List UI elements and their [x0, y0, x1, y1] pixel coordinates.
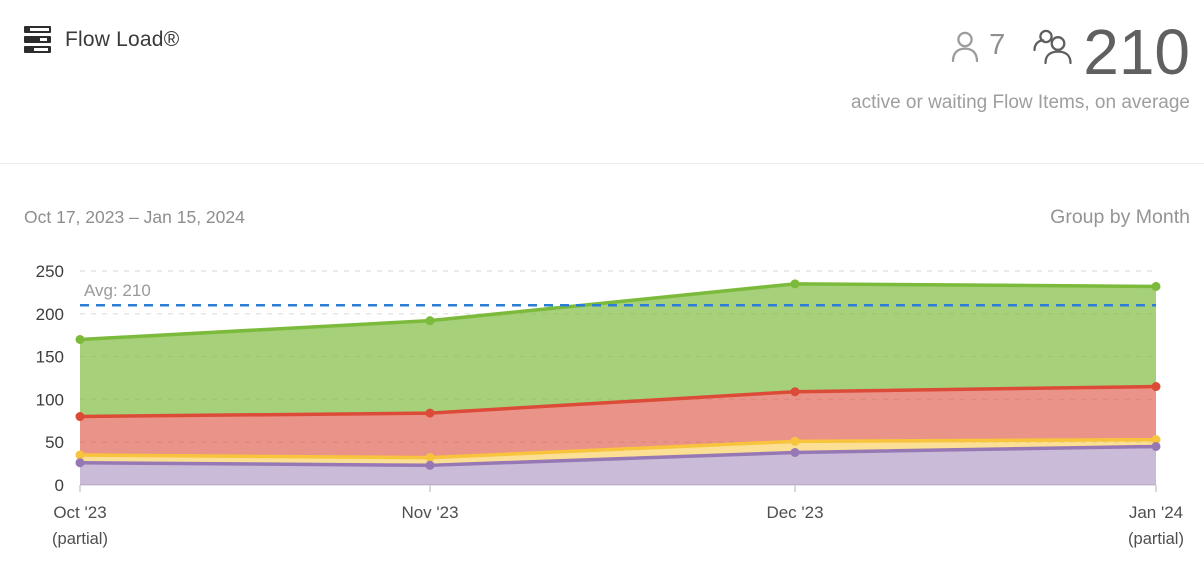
group-by-control[interactable]: Group by Month: [1050, 206, 1190, 228]
area-band-yellow: [80, 439, 1156, 466]
wip-count-value: 7: [989, 28, 1006, 61]
series-line-yellow: [78, 437, 1158, 460]
data-point-yellow[interactable]: [425, 453, 435, 463]
date-range-label: Oct 17, 2023 – Jan 15, 2024: [24, 207, 245, 227]
data-point-yellow[interactable]: [1151, 435, 1161, 445]
y-axis-label: 100: [36, 390, 64, 409]
average-label: Avg: 210: [84, 281, 151, 300]
area-band-green: [80, 283, 1156, 417]
data-point-purple[interactable]: [425, 460, 435, 470]
widget-title-group: Flow Load®: [24, 26, 179, 53]
data-point-purple[interactable]: [1151, 441, 1161, 451]
x-axis-note: (partial): [52, 530, 108, 548]
data-point-green[interactable]: [790, 279, 800, 289]
header-metrics: 7 210 active or waiting Flow Items, on a…: [851, 20, 1190, 114]
data-point-green[interactable]: [425, 316, 435, 326]
metric-caption: active or waiting Flow Items, on average: [851, 92, 1190, 113]
data-point-yellow[interactable]: [790, 436, 800, 446]
data-point-green[interactable]: [1151, 281, 1161, 291]
y-axis-label: 150: [36, 348, 64, 367]
metric-row: 7 210: [950, 20, 1190, 84]
area-band-purple: [80, 446, 1156, 485]
data-point-purple[interactable]: [790, 447, 800, 457]
x-axis-label: Oct '23: [53, 503, 106, 522]
y-axis-label: 0: [55, 476, 64, 495]
series-line-green: [78, 282, 1158, 342]
chart-canvas: Avg: 210 0 50 100 150 200 250 Oct '23 (partial) N…: [36, 262, 1184, 548]
people-icon: [1033, 29, 1072, 65]
data-point-red[interactable]: [75, 412, 85, 422]
data-point-red[interactable]: [1151, 382, 1161, 392]
y-axis-label: 50: [45, 433, 64, 452]
data-point-red[interactable]: [790, 387, 800, 397]
y-axis-label: 250: [36, 262, 64, 281]
x-axis-label: Dec '23: [766, 503, 823, 522]
x-axis-label: Jan '24: [1129, 503, 1183, 522]
series-line-purple: [78, 444, 1158, 468]
series-line-red: [78, 384, 1158, 419]
data-point-purple[interactable]: [75, 458, 85, 468]
widget-title: Flow Load®: [65, 27, 180, 51]
y-axis-label: 200: [36, 305, 64, 324]
data-point-green[interactable]: [75, 334, 85, 344]
flow-load-chart: Avg: 210 0 50 100 150 200 250 Oct '23 (partial) N…: [0, 255, 1204, 586]
x-axis-note: (partial): [1128, 530, 1184, 548]
data-point-yellow[interactable]: [75, 450, 85, 460]
person-icon: [951, 31, 979, 62]
x-axis-label: Nov '23: [401, 503, 458, 522]
widget-header: Flow Load® 7 210 active or waiting Flow …: [0, 0, 1204, 164]
data-point-red[interactable]: [425, 408, 435, 418]
flow-load-icon: [24, 26, 51, 53]
avg-flow-load-value: 210: [1083, 16, 1190, 88]
